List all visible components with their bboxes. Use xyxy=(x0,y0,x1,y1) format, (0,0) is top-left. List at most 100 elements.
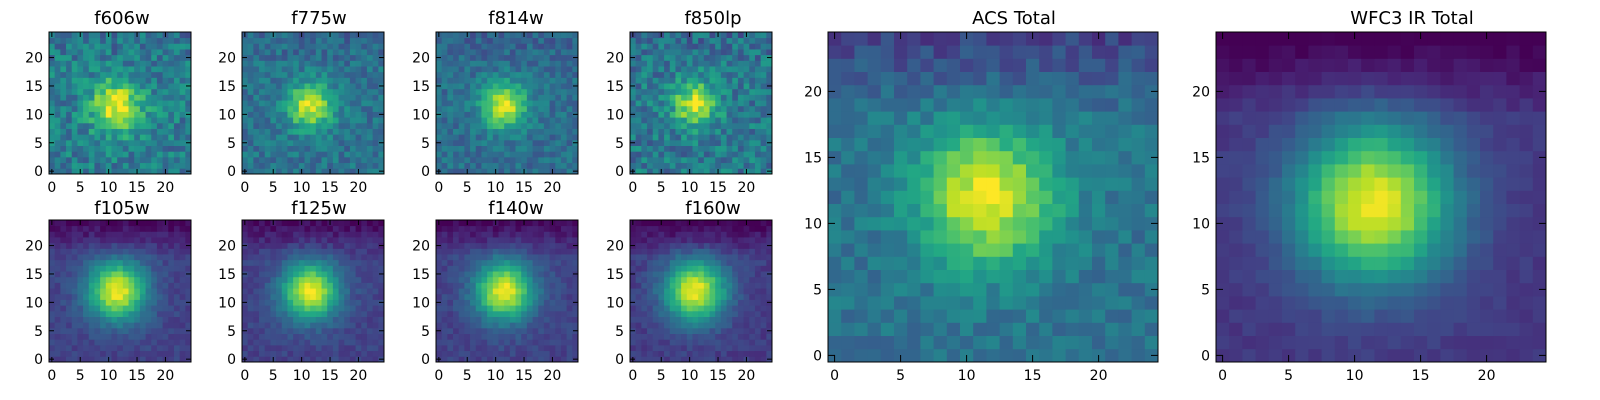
heatmap-cell xyxy=(247,322,254,329)
heatmap-cell xyxy=(664,139,671,146)
heatmap-cell xyxy=(743,71,750,78)
heatmap-cell xyxy=(94,333,101,340)
heatmap-cell xyxy=(464,134,471,141)
heatmap-cell xyxy=(475,322,482,329)
heatmap-cell xyxy=(162,310,169,317)
heatmap-cell xyxy=(54,122,61,129)
heatmap-cell xyxy=(54,111,61,118)
heatmap-cell xyxy=(344,265,351,272)
heatmap-cell xyxy=(692,162,699,169)
panel-title: f105w xyxy=(94,198,149,219)
heatmap-cell xyxy=(641,32,648,39)
heatmap-cell xyxy=(686,310,693,317)
heatmap-cell xyxy=(327,88,334,95)
heatmap-cell xyxy=(492,71,499,78)
heatmap-cell xyxy=(332,225,339,232)
heatmap-cell xyxy=(83,350,90,357)
heatmap-cell xyxy=(647,282,654,289)
heatmap-cell xyxy=(754,356,762,363)
heatmap-cell xyxy=(366,254,374,261)
heatmap-cell xyxy=(349,94,356,101)
heatmap-cell xyxy=(378,94,385,101)
heatmap-cell xyxy=(111,344,118,352)
heatmap-cell xyxy=(315,168,322,175)
heatmap-cell xyxy=(737,71,744,78)
heatmap-cell xyxy=(715,327,722,334)
heatmap-cell xyxy=(521,265,528,272)
heatmap-cell xyxy=(111,333,118,340)
heatmap-cell xyxy=(344,225,351,232)
heatmap-cell xyxy=(526,54,533,61)
heatmap-cell xyxy=(355,248,362,255)
heatmap-cell xyxy=(681,94,688,101)
heatmap-cell xyxy=(498,327,505,334)
heatmap-cell xyxy=(538,54,545,61)
heatmap-cell xyxy=(441,344,448,352)
heatmap-cell xyxy=(566,339,573,346)
heatmap-cell xyxy=(185,151,192,158)
heatmap-cell xyxy=(145,88,152,95)
heatmap-cell xyxy=(436,134,443,141)
heatmap-cell xyxy=(253,316,260,323)
heatmap-cell xyxy=(766,49,773,56)
heatmap-cell xyxy=(117,94,124,101)
heatmap-cell xyxy=(332,265,339,272)
heatmap-cell xyxy=(332,49,339,56)
heatmap-cell xyxy=(168,71,175,78)
heatmap-cell xyxy=(349,220,356,227)
heatmap-cell xyxy=(703,156,710,164)
heatmap-cell xyxy=(94,156,101,164)
heatmap-cell xyxy=(647,139,654,146)
heatmap-cell xyxy=(766,122,773,129)
heatmap-cell xyxy=(94,220,101,227)
heatmap-cell xyxy=(703,66,710,73)
heatmap-cell xyxy=(647,162,654,169)
heatmap-cell xyxy=(487,242,494,249)
heatmap-cell xyxy=(720,77,727,84)
heatmap-cell xyxy=(145,139,152,146)
heatmap-cell xyxy=(276,339,283,346)
heatmap-cell xyxy=(487,66,494,73)
heatmap-cell xyxy=(94,259,101,266)
heatmap-cell xyxy=(481,237,488,244)
heatmap-cell xyxy=(168,54,175,61)
heatmap-cell xyxy=(66,162,73,169)
heatmap-cell xyxy=(49,117,56,124)
heatmap-cell xyxy=(681,327,688,334)
heatmap-cell xyxy=(139,322,146,329)
heatmap-cell xyxy=(355,350,362,357)
heatmap-cell xyxy=(630,94,637,101)
heatmap-cell xyxy=(658,111,665,118)
heatmap-cell xyxy=(698,111,705,118)
heatmap-cell xyxy=(481,162,488,169)
heatmap-cell xyxy=(749,168,756,175)
heatmap-cell xyxy=(498,54,505,61)
heatmap-cell xyxy=(692,77,699,84)
heatmap-cell xyxy=(54,299,61,306)
heatmap-cell xyxy=(287,339,294,346)
y-tick-label: 10 xyxy=(25,295,43,311)
heatmap-cell xyxy=(145,49,152,56)
heatmap-cell xyxy=(128,122,135,129)
heatmap-cell xyxy=(168,282,175,289)
heatmap-cell xyxy=(304,237,311,244)
heatmap-cell xyxy=(453,254,460,261)
heatmap-cell xyxy=(54,134,61,141)
heatmap-cell xyxy=(526,134,533,141)
heatmap-cell xyxy=(492,145,499,152)
heatmap-cell xyxy=(105,100,112,107)
heatmap-cell xyxy=(185,339,192,346)
heatmap-cell xyxy=(560,54,568,61)
heatmap-cell xyxy=(264,339,271,346)
y-tick-label: 5 xyxy=(421,324,430,340)
heatmap-cell xyxy=(315,43,322,50)
x-tick-label: 5 xyxy=(76,180,85,196)
heatmap-cell xyxy=(464,88,471,95)
heatmap-cell xyxy=(766,162,773,169)
heatmap-cell xyxy=(185,220,192,227)
heatmap-cell xyxy=(304,271,311,278)
heatmap-cell xyxy=(749,37,756,44)
heatmap-cell xyxy=(270,151,277,158)
heatmap-cell xyxy=(168,220,175,227)
heatmap-cell xyxy=(743,94,750,101)
